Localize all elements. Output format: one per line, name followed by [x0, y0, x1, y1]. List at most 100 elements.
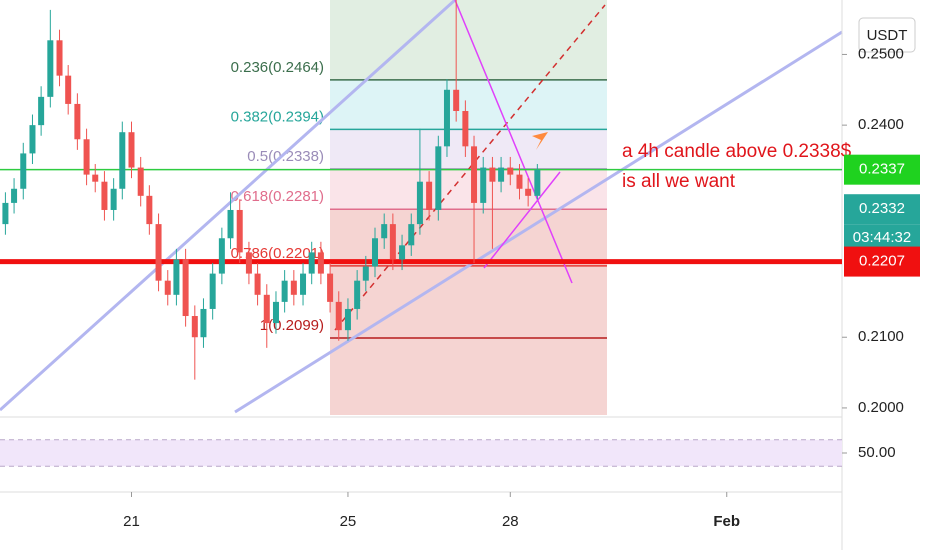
- price-label-box: [844, 154, 920, 185]
- candle-body: [236, 209, 243, 253]
- candle-body: [272, 301, 279, 324]
- candle-body: [182, 259, 189, 317]
- y-tick-label: 0.2400: [858, 116, 904, 133]
- candle-body: [254, 273, 261, 295]
- candle-body: [200, 308, 207, 338]
- currency-label: USDT: [867, 27, 908, 44]
- candle-body: [11, 188, 18, 203]
- wedge-line: [483, 171, 561, 269]
- wedge-line: [454, 0, 573, 284]
- candle-body: [92, 174, 99, 182]
- candle-body: [426, 181, 433, 210]
- candle-body: [525, 188, 532, 196]
- candle-body: [453, 89, 460, 111]
- rsi-band: [0, 439, 842, 467]
- candle-body: [489, 167, 496, 182]
- fib-label: 0.236(0.2464): [231, 59, 324, 76]
- x-tick-label: 21: [123, 513, 140, 530]
- currency-button[interactable]: [858, 17, 916, 53]
- y-tick-label: 0.2000: [858, 399, 904, 416]
- candle-body: [218, 238, 225, 274]
- candle-body: [498, 167, 505, 182]
- trend-line: [0, 0, 457, 412]
- candle-body: [227, 209, 234, 239]
- candle-body: [65, 75, 72, 104]
- rsi-tick-label: 50.00: [858, 444, 896, 461]
- candle-body: [146, 195, 153, 225]
- candle-body: [119, 132, 126, 189]
- candle-body: [435, 146, 442, 210]
- candle-body: [372, 238, 379, 267]
- candle-body: [290, 280, 297, 295]
- candle-body: [209, 273, 216, 309]
- candle-body: [462, 110, 469, 147]
- y-tick-label: 0.2100: [858, 328, 904, 345]
- candle-body: [173, 259, 180, 295]
- annotation: a 4h candle above 0.2338$: [622, 141, 852, 162]
- candle-body: [344, 308, 351, 331]
- projection-line: [334, 4, 606, 331]
- candle-body: [263, 294, 270, 324]
- candle-body: [83, 139, 90, 175]
- candle-body: [137, 167, 144, 196]
- fib-label: 0.786(0.2201): [231, 245, 324, 262]
- y-tick-label: 0.2500: [858, 45, 904, 62]
- candle-body: [381, 224, 388, 239]
- fib-label: 0.382(0.2394): [231, 108, 324, 125]
- price-label: 0.2337: [859, 161, 905, 178]
- candle-body: [327, 273, 334, 302]
- annotation: is all we want: [622, 171, 736, 192]
- fib-zone: [330, 168, 607, 210]
- candle-body: [308, 252, 315, 274]
- candle-body: [443, 89, 450, 147]
- candle-body: [245, 252, 252, 274]
- price-label: 0.2207: [859, 253, 905, 270]
- candle-body: [354, 280, 361, 309]
- countdown: 03:44:32: [853, 229, 911, 246]
- price-label-box: [844, 246, 920, 277]
- trend-line: [234, 30, 843, 414]
- candle-body: [317, 252, 324, 274]
- x-tick-label: Feb: [713, 513, 740, 530]
- x-tick-label: 28: [502, 513, 519, 530]
- arrow: [532, 132, 548, 150]
- candle-body: [29, 125, 36, 154]
- candle-body: [471, 146, 478, 203]
- x-tick-label: 25: [340, 513, 357, 530]
- candle-body: [480, 167, 487, 203]
- fib-zone: [330, 79, 607, 130]
- candle-body: [56, 40, 63, 76]
- candle-body: [128, 132, 135, 168]
- candle-body: [281, 280, 288, 302]
- candle-body: [101, 181, 108, 210]
- candle-body: [534, 169, 541, 196]
- candle-body: [191, 316, 198, 338]
- candle-body: [47, 40, 54, 97]
- candle-body: [416, 181, 423, 225]
- price-label-box: [844, 194, 920, 225]
- candle-body: [516, 174, 523, 189]
- fib-label: 0.5(0.2338): [247, 148, 324, 165]
- fib-zone: [330, 265, 607, 415]
- fib-zone: [330, 129, 607, 169]
- candle-body: [362, 266, 369, 281]
- candle-body: [164, 280, 171, 295]
- fib-zone: [330, 0, 607, 80]
- candle-body: [399, 245, 406, 260]
- candle-body: [74, 103, 81, 140]
- candle-body: [389, 224, 396, 260]
- fib-label: 0.618(0.2281): [231, 188, 324, 205]
- candle-body: [335, 301, 342, 331]
- candle-body: [408, 224, 415, 246]
- candle-body: [20, 153, 27, 189]
- plot-area: 0.236(0.2464) 0.382(0.2394) 0.5(0.2338) 0.6…: [231, 0, 607, 415]
- price-label: 0.2332: [859, 200, 905, 217]
- candle-body: [155, 224, 162, 281]
- candle-body: [110, 188, 117, 210]
- candle-body: [300, 273, 307, 295]
- candle-body: [507, 167, 514, 175]
- candle-body: [38, 96, 45, 126]
- fib-zone: [330, 209, 607, 266]
- candle-body: [2, 202, 9, 225]
